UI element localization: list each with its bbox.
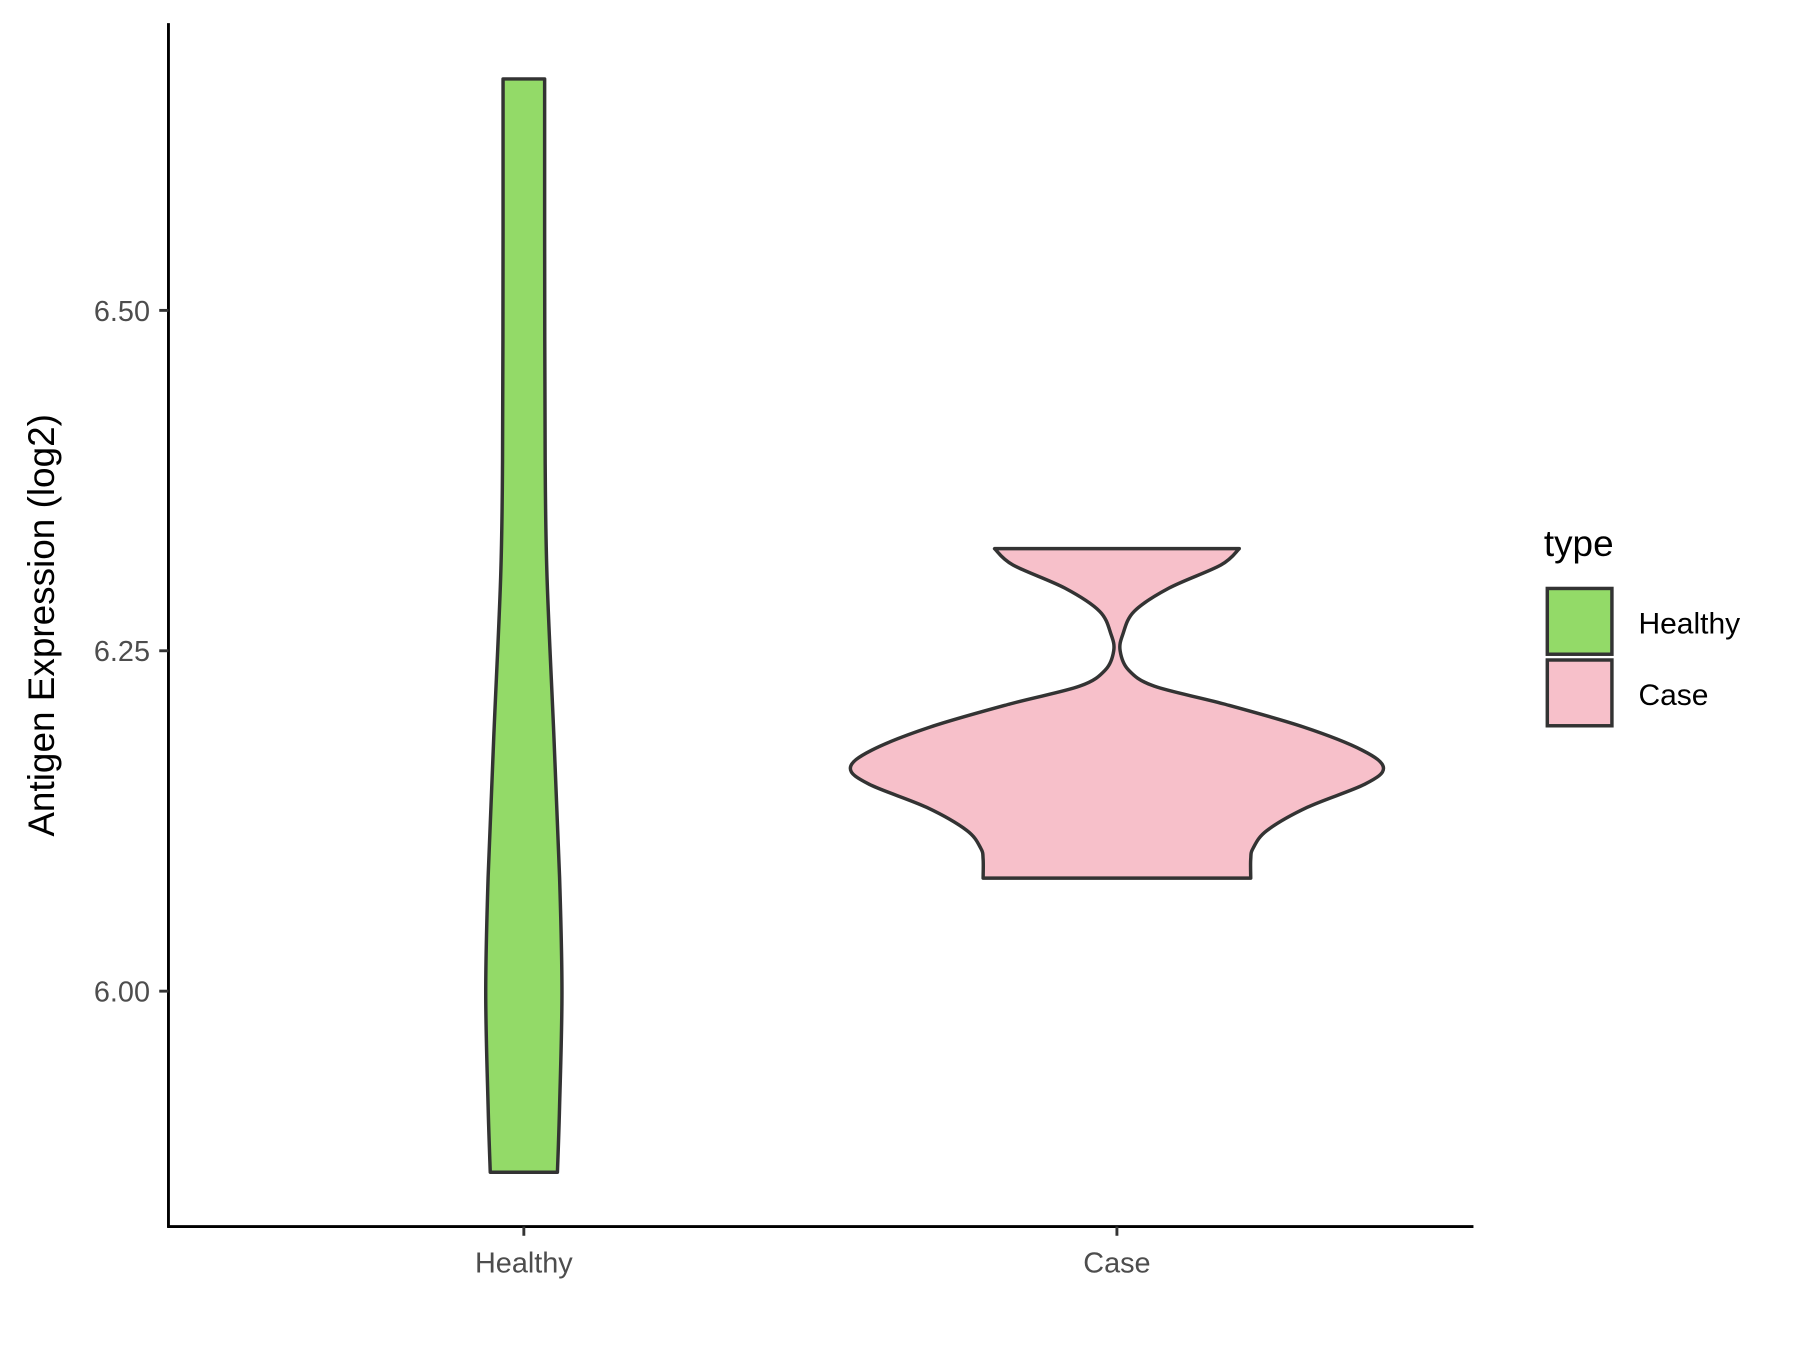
y-ticks: 6.00 6.25 6.50: [94, 296, 169, 1009]
y-tick-label: 6.50: [94, 296, 150, 328]
y-tick-label: 6.25: [94, 636, 150, 668]
violins: [484, 77, 1386, 1174]
y-axis-label: Antigen Expression (log2): [21, 414, 62, 837]
x-tick-label: Case: [1083, 1248, 1150, 1280]
x-ticks: Healthy Case: [475, 1226, 1151, 1280]
violin-case: [848, 546, 1386, 880]
legend-key-healthy: [1545, 586, 1614, 656]
x-tick-label: Healthy: [475, 1248, 573, 1280]
legend-label-healthy: Healthy: [1638, 607, 1740, 640]
legend-title: type: [1544, 523, 1614, 564]
legend-label-case: Case: [1638, 679, 1708, 712]
violin-healthy: [484, 77, 564, 1174]
legend: type Healthy Case: [1544, 523, 1740, 728]
legend-key-case: [1545, 658, 1614, 728]
y-tick-label: 6.00: [94, 977, 150, 1009]
